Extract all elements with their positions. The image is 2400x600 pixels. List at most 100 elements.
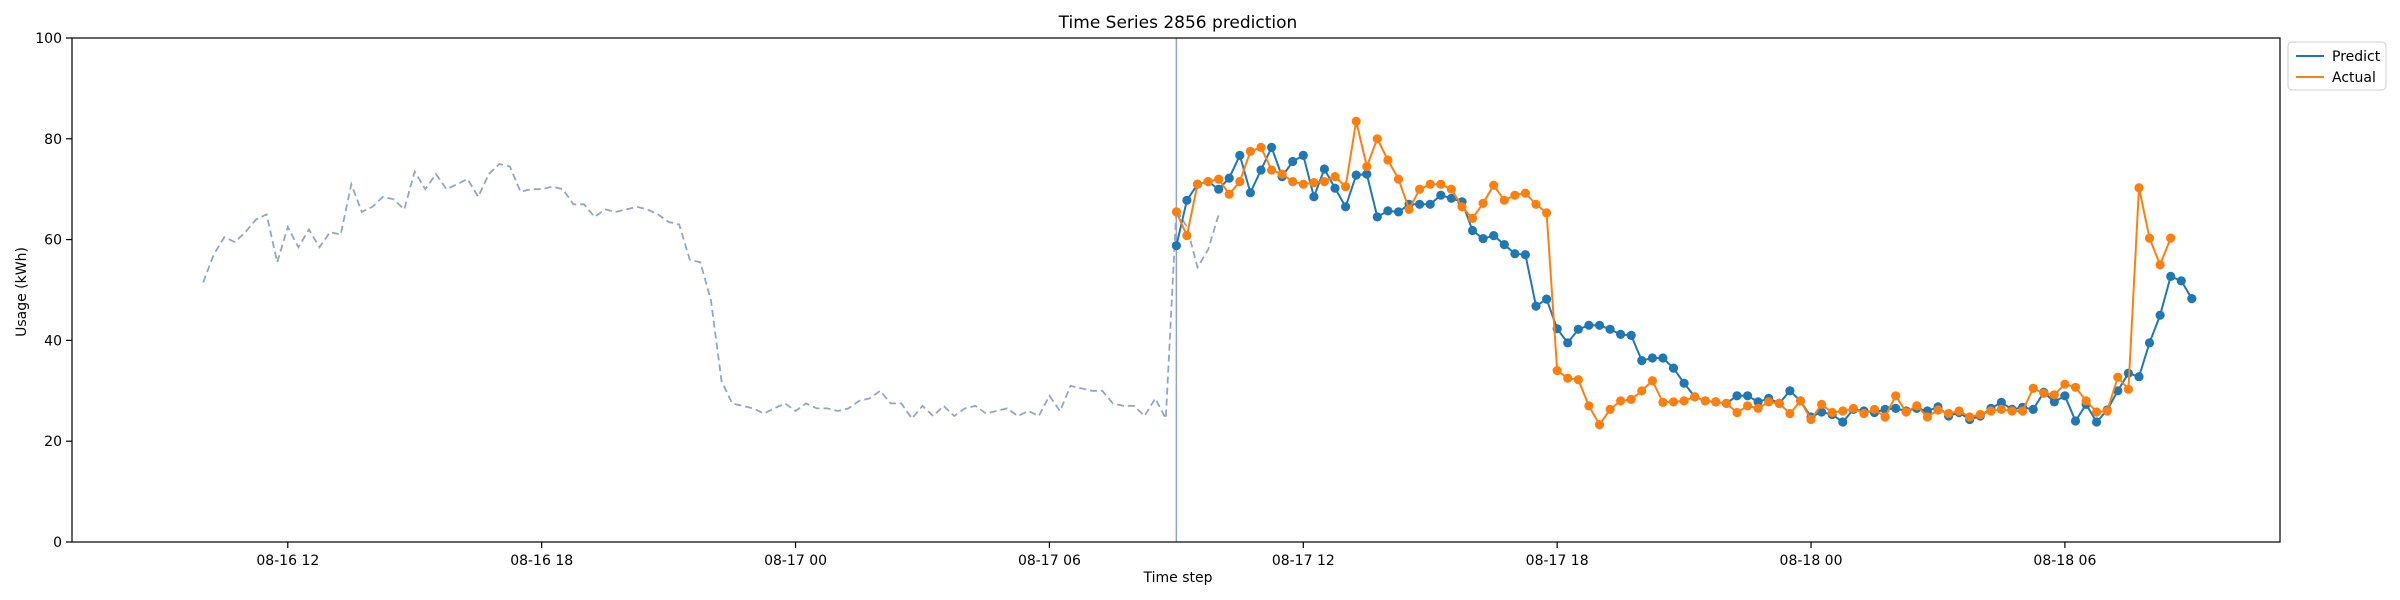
actual-point [1986,406,1996,416]
predict-point [1214,184,1224,194]
actual-point [1309,178,1319,188]
actual-point [2018,406,2028,416]
predict-point [1838,417,1848,427]
actual-point [2060,379,2070,389]
actual-point [2166,233,2176,243]
predict-point [1436,190,1446,200]
x-tick-label: 08-16 12 [256,553,319,569]
predict-point [1351,170,1361,180]
predict-point [1499,240,1509,250]
actual-point [1256,142,1266,152]
predict-point [1425,199,1435,209]
actual-point [1891,391,1901,401]
axes-frame [71,37,2281,543]
actual-point [1372,134,1382,144]
actual-point [1171,207,1181,217]
x-tick-label: 08-16 18 [510,553,573,569]
predict-point [1415,199,1425,209]
actual-point [2039,388,2049,398]
actual-point [1510,190,1520,200]
actual-point [2134,183,2144,193]
actual-point [1637,386,1647,396]
actual-point [1647,376,1657,386]
predict-point [1753,397,1763,407]
predict-point [1298,150,1308,160]
predict-point [1594,320,1605,330]
actual-point [1457,202,1467,212]
actual-point [2155,260,2165,270]
x-tick-label: 08-17 06 [1018,553,1081,569]
actual-point [1214,174,1224,184]
predict-point [2049,397,2059,407]
actual-point [1542,208,1552,218]
actual-point [1288,177,1298,187]
predict-point [1393,207,1404,217]
legend-label-actual: Actual [2332,70,2376,86]
chart-title: Time Series 2856 prediction [1058,13,1298,33]
actual-point [1341,182,1351,192]
predict-point [1679,378,1689,388]
predict-point [1668,363,1679,373]
predict-point [2092,417,2102,427]
actual-point [1520,188,1530,198]
actual-point [1700,396,1710,406]
predict-point [1341,202,1351,212]
predict-point [1732,391,1742,401]
legend-label-predict: Predict [2332,49,2381,65]
actual-point [1393,174,1404,184]
predict-point [1489,231,1499,241]
history-line [202,163,1220,422]
x-tick-label: 08-18 00 [1780,553,1843,569]
actual-point [1965,412,1975,422]
predict-point [1584,320,1594,330]
plot-area: 0 20 40 60 80 100 08-16 12 08-16 18 08-17 00 08-1… [35,31,2281,569]
predict-point [1510,249,1520,259]
predict-point [1256,165,1266,175]
actual-point [1298,179,1308,189]
actual-point [2113,372,2123,382]
actual-point [1594,420,1605,430]
actual-point [2081,396,2091,406]
actual-point [1732,407,1742,418]
predict-point [2187,294,2197,304]
actual-point [1436,179,1446,189]
actual-point [1415,184,1425,194]
x-tick-label: 08-18 06 [2033,553,2096,569]
predict-point [1235,150,1245,160]
actual-point [1404,204,1414,214]
actual-point [1795,396,1806,406]
predict-point [2060,391,2070,401]
actual-point [1478,198,1488,208]
predict-point [1309,192,1319,202]
actual-point [1626,394,1636,404]
predict-point [1605,324,1615,334]
actual-point [1573,375,1583,385]
actual-point [1182,231,1192,241]
actual-point [1425,179,1435,189]
predict-point [1467,225,1478,236]
y-tick-label: 20 [44,434,62,450]
actual-point [1912,401,1922,411]
predict-point [2028,404,2038,414]
actual-point [1859,408,1869,419]
actual-point [1922,412,1932,422]
predict-point [1531,301,1541,311]
actual-point [2102,406,2112,416]
actual-point [1235,177,1245,187]
actual-point [1584,401,1594,411]
predict-point [2144,338,2155,348]
predict-point [1647,353,1657,363]
actual-point [1563,373,1573,383]
y-tick-label: 80 [44,132,62,148]
predict-point [1319,164,1329,174]
actual-point [1690,392,1700,402]
predict-point [1626,330,1636,340]
actual-point [1711,397,1721,407]
actual-point [1467,213,1478,223]
actual-point [1245,146,1255,156]
x-axis-label: Time step [1143,570,1213,586]
predict-point [1372,212,1382,222]
actual-point [1203,177,1213,187]
y-tick-label: 100 [35,31,62,47]
actual-point [1817,399,1827,409]
